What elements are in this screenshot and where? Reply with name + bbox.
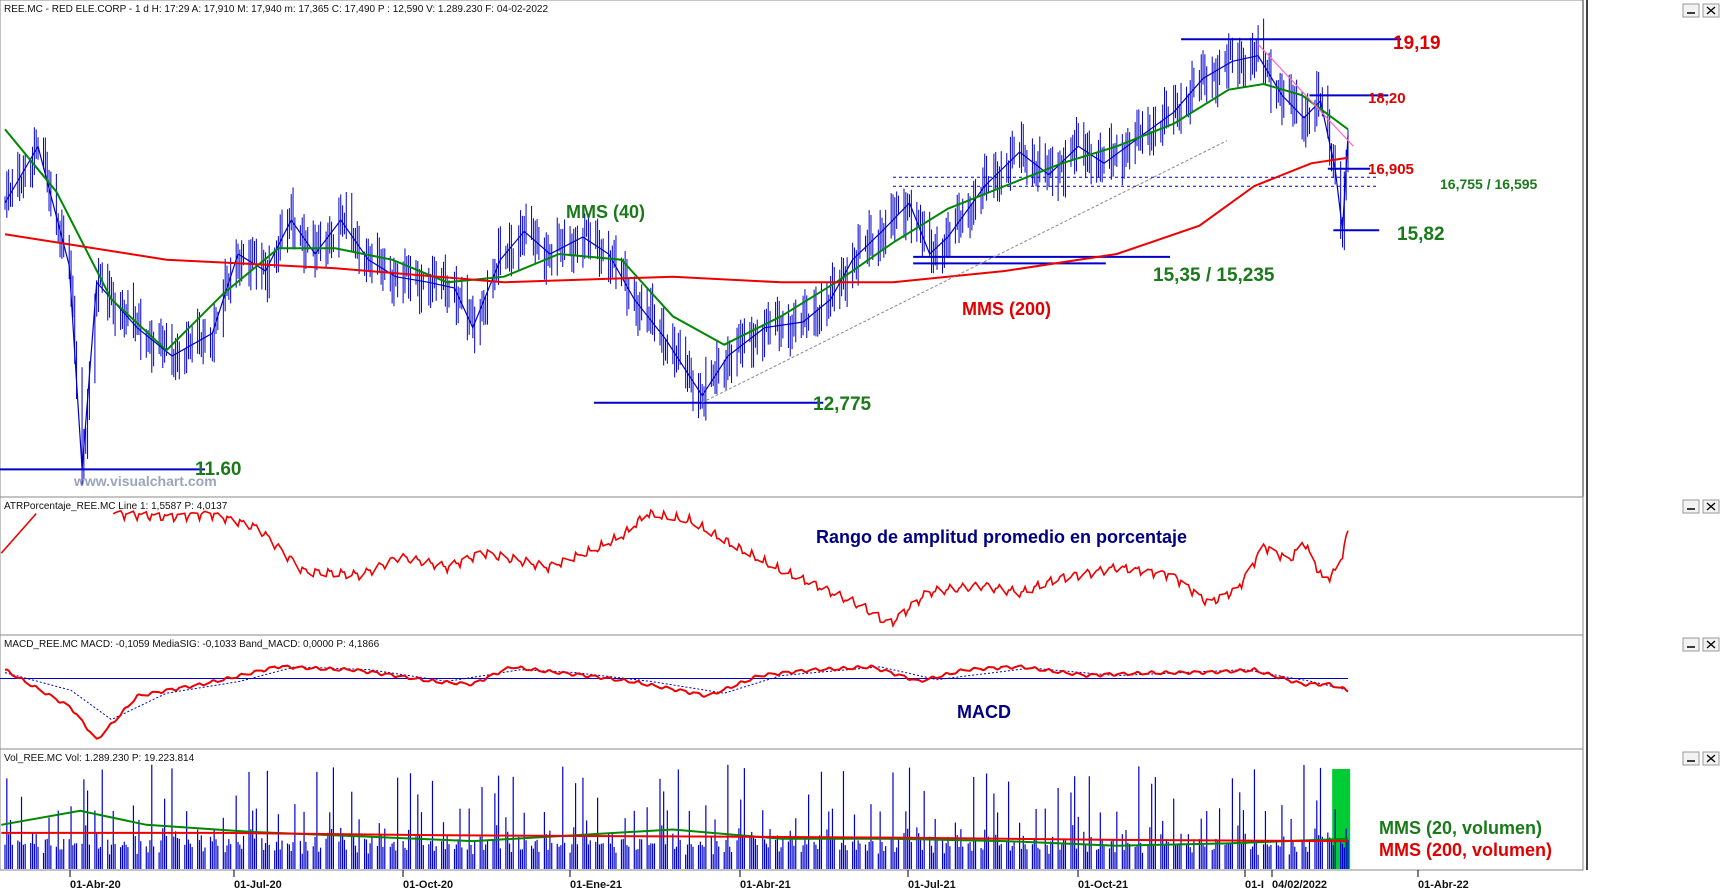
macd-panel-buttons[interactable] bbox=[1682, 637, 1720, 652]
annotation-resistance: 18,20 bbox=[1368, 90, 1406, 107]
macd-panel: MACD_REE.MC MACD: -0,1059 MediaSIG: -0,1… bbox=[0, 634, 1628, 750]
mms40-line bbox=[4, 82, 1349, 352]
x-tick-label: 01-Abr-20 bbox=[70, 879, 121, 891]
atr-panel-buttons[interactable] bbox=[1682, 499, 1720, 514]
x-axis: 01-Abr-20 01-Jul-20 01-Oct-20 01-Ene-21 01-A… bbox=[69, 870, 1469, 891]
trend-line-down bbox=[1257, 43, 1354, 147]
trend-lines bbox=[701, 43, 1354, 403]
annotation-level-1: 16,905 bbox=[1368, 161, 1414, 178]
annotation-atr-title: Rango de amplitud promedio en porcentaje bbox=[816, 527, 1187, 547]
volume-series bbox=[1, 764, 1351, 869]
annotation-vol-ma20: MMS (20, volumen) bbox=[1379, 818, 1542, 838]
volume-ma200-line bbox=[1, 831, 1349, 843]
annotation-recent-low: 15,82 bbox=[1397, 224, 1445, 245]
annotation-mms40: MMS (40) bbox=[566, 202, 645, 222]
price-panel-buttons[interactable] bbox=[1682, 3, 1720, 18]
annotation-low-2020: 11.60 bbox=[195, 459, 242, 480]
x-tick-label: 01-Ene-21 bbox=[570, 879, 622, 891]
annotation-level-2: 16,755 / 16,595 bbox=[1440, 176, 1538, 192]
x-tick-label: 01-Abr-22 bbox=[1418, 879, 1469, 891]
minimize-icon[interactable] bbox=[1682, 637, 1700, 652]
macd-line bbox=[4, 664, 1349, 740]
volume-ma20-line bbox=[1, 809, 1349, 847]
annotation-macd-title: MACD bbox=[957, 702, 1011, 722]
header-price: REE.MC - RED ELE.CORP - 1 d H: 17:29 A: … bbox=[4, 4, 548, 15]
annotation-support: 15,35 / 15,235 bbox=[1153, 265, 1275, 286]
price-panel: REE.MC - RED ELE.CORP - 1 d H: 17:29 A: … bbox=[0, 0, 1621, 498]
x-tick-label: 01-Abr-21 bbox=[740, 879, 791, 891]
atr-line-start bbox=[0, 513, 37, 554]
minimize-icon[interactable] bbox=[1682, 751, 1700, 766]
volume-panel-buttons[interactable] bbox=[1682, 751, 1720, 766]
atr-panel: ATRPorcentaje_REE.MC Line 1: 1,5587 P: 4… bbox=[0, 496, 1623, 636]
x-tick-label: 01-I bbox=[1245, 879, 1264, 891]
trend-line-up bbox=[701, 140, 1228, 403]
annotation-low-2021: 12,775 bbox=[813, 394, 872, 415]
x-tick-label: 01-Oct-21 bbox=[1078, 879, 1128, 891]
atr-line bbox=[112, 508, 1349, 629]
watermark: www.visualchart.com bbox=[73, 473, 217, 489]
price-levels bbox=[0, 38, 1402, 471]
atr-series bbox=[0, 508, 1349, 629]
axis-strip bbox=[1584, 0, 1726, 892]
header-macd: MACD_REE.MC MACD: -0,1059 MediaSIG: -0,1… bbox=[4, 639, 380, 650]
minimize-icon[interactable] bbox=[1682, 3, 1700, 18]
price-line bbox=[4, 55, 1349, 470]
annotation-mms200: MMS (200) bbox=[962, 299, 1051, 319]
annotations: 19,19 18,20 16,905 16,755 / 16,595 15,82… bbox=[195, 33, 1552, 860]
header-volume: Vol_REE.MC Vol: 1.289.230 P: 19.223.814 bbox=[4, 753, 195, 764]
x-tick-label: 01-Jul-21 bbox=[908, 879, 956, 891]
x-tick-label: 01-Oct-20 bbox=[403, 879, 453, 891]
x-tick-label: 01-Jul-20 bbox=[234, 879, 282, 891]
minimize-icon[interactable] bbox=[1682, 499, 1700, 514]
annotation-top: 19,19 bbox=[1393, 33, 1441, 54]
header-atr: ATRPorcentaje_REE.MC Line 1: 1,5587 P: 4… bbox=[4, 501, 228, 512]
price-series bbox=[4, 18, 1349, 485]
annotation-vol-ma200: MMS (200, volumen) bbox=[1379, 840, 1552, 860]
macd-series bbox=[0, 664, 1349, 740]
x-tick-label: 04/02/2022 bbox=[1272, 879, 1327, 891]
mms200-line bbox=[4, 156, 1349, 284]
volume-panel: Vol_REE.MC Vol: 1.289.230 P: 19.223.814 … bbox=[0, 748, 1669, 871]
